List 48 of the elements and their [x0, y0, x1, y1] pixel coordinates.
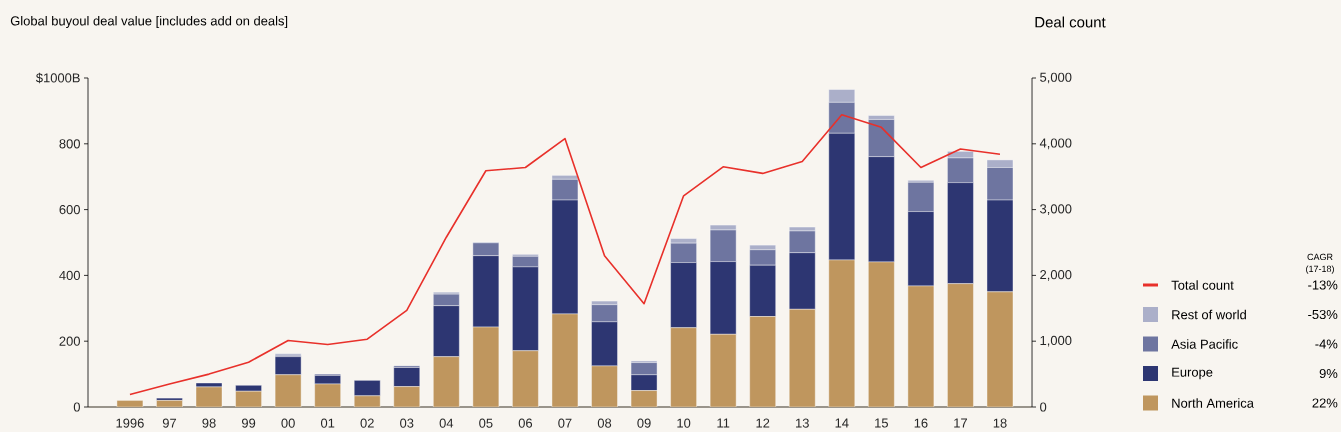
x-tick-label: 03: [400, 418, 414, 428]
x-tick-label: 15: [875, 418, 888, 428]
y-tick-label: 0: [73, 402, 80, 412]
chart-title: Global buyoul deal value [includes add on deals]: [10, 15, 288, 29]
legend-label: Europe: [1172, 367, 1213, 380]
text: CAGR (17-18): [1306, 253, 1334, 274]
text: 22%: [1312, 398, 1338, 408]
text: -53%: [1308, 309, 1338, 320]
x-tick-label: 00: [281, 418, 295, 428]
y2-tick-label: 1,000: [1040, 335, 1072, 347]
y2-tick-label: 3,000: [1040, 204, 1072, 215]
x-tick-label: 06: [518, 418, 533, 428]
x-tick-label: 18: [993, 418, 1007, 428]
x-tick-label: 97: [162, 418, 177, 428]
x-tick-label: 17: [954, 418, 967, 428]
y-tick-label: 400: [59, 270, 80, 280]
x-tick-label: 1996: [116, 418, 144, 428]
legend-label: Total count: [1171, 280, 1234, 290]
x-tick-label: 16: [914, 418, 928, 428]
y2-tick-label: 2,000: [1040, 270, 1072, 281]
y2-tick-label: 0: [1040, 402, 1047, 412]
text: -13%: [1308, 280, 1338, 290]
x-tick-label: 98: [202, 418, 216, 428]
text: 9%: [1319, 368, 1338, 379]
y-tick-label: 600: [59, 205, 80, 215]
legend-label: Asia Pacific: [1171, 339, 1238, 349]
x-tick-label: 04: [439, 418, 454, 428]
x-tick-label: 14: [835, 418, 849, 428]
x-tick-label: 01: [320, 418, 335, 428]
x-tick-label: 10: [677, 418, 691, 428]
x-tick-label: 12: [756, 418, 770, 428]
y-tick-label: 800: [59, 139, 80, 149]
y2-axis-title: Deal count: [1035, 16, 1106, 28]
y-tick-label: $1000B: [35, 72, 80, 84]
legend-label: Rest of world: [1172, 309, 1246, 320]
y2-tick-label: 5,000: [1040, 72, 1072, 84]
x-tick-label: 13: [796, 418, 809, 428]
y-tick-label: 200: [59, 336, 80, 346]
text: -4%: [1315, 339, 1338, 349]
x-tick-label: 09: [637, 418, 651, 428]
x-tick-label: 11: [717, 418, 730, 428]
legend-label: North America: [1172, 398, 1254, 408]
x-tick-label: 02: [360, 418, 374, 428]
x-tick-label: 99: [241, 418, 256, 428]
x-tick-label: 08: [597, 418, 612, 428]
x-tick-label: 05: [479, 418, 493, 428]
y2-tick-label: 4,000: [1039, 138, 1072, 150]
x-tick-label: 07: [558, 418, 572, 428]
